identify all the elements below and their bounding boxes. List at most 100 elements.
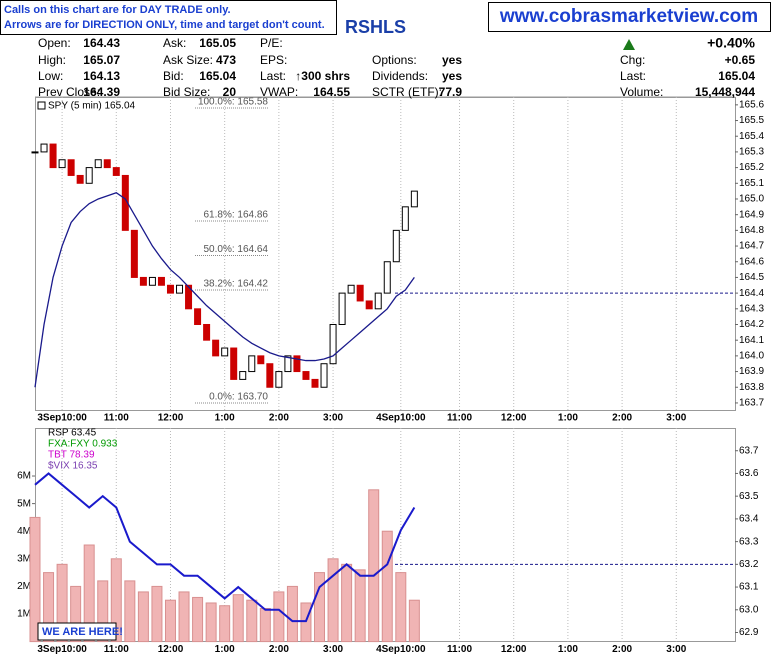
y-tick-label: 165.6 (739, 99, 764, 110)
x-tick-label: 12:00 (501, 413, 527, 424)
field-value: 165.04 (199, 69, 236, 83)
candle (49, 143, 57, 169)
candle (392, 229, 400, 263)
y-tick-label: 62.9 (739, 627, 759, 638)
retracement-label: 61.8%: 164.86 (204, 210, 269, 221)
y-tick-label: 63.1 (739, 582, 759, 593)
retracement-label: 0.0%: 163.70 (209, 392, 268, 403)
notice-box (0, 0, 337, 35)
volume-bar (56, 563, 68, 643)
field-label: Open: (38, 36, 71, 50)
candle (410, 190, 418, 208)
x-tick-label: 2:00 (612, 413, 632, 424)
y-tick-label: 3M (17, 553, 31, 564)
y-tick-label: 63.0 (739, 604, 759, 615)
volume-bar (232, 594, 244, 643)
x-tick-label: 2:00 (269, 644, 289, 655)
field-label: Dividends: (372, 69, 428, 83)
y-tick-label: 164.5 (739, 272, 764, 283)
field-value: +0.65 (725, 53, 756, 67)
x-tick-label: 3:00 (666, 644, 686, 655)
field-label: Low: (38, 69, 63, 83)
volume-bar (259, 607, 271, 643)
candle (239, 371, 247, 380)
x-tick-label: 3:00 (323, 644, 343, 655)
candle (185, 284, 193, 310)
y-tick-label: 164.2 (739, 319, 764, 330)
y-tick-label: 165.4 (739, 131, 764, 142)
candle (248, 355, 256, 373)
volume-bar (408, 599, 420, 643)
candle (347, 284, 355, 294)
y-tick-label: 165.0 (739, 194, 764, 205)
y-tick-label: 63.5 (739, 491, 759, 502)
field-value: 165.07 (83, 53, 120, 67)
field-value: 164.55 (313, 85, 350, 99)
volume-bar (178, 591, 190, 643)
field-label: Volume: (620, 85, 663, 99)
candle (401, 206, 409, 231)
volume-bar (314, 572, 326, 643)
y-tick-label: 164.6 (739, 256, 764, 267)
y-tick-label: 164.7 (739, 241, 764, 252)
candle (320, 363, 328, 388)
volume-bar (83, 544, 95, 643)
candle (338, 292, 346, 325)
y-tick-label: 63.3 (739, 536, 759, 547)
volume-bar (151, 585, 163, 643)
candle (257, 355, 265, 365)
x-tick-label: 11:00 (447, 413, 472, 424)
x-tick-label: 4Sep10:00 (376, 644, 426, 655)
x-tick-label: 1:00 (558, 644, 578, 655)
volume-bar (164, 599, 176, 643)
volume-bar (354, 569, 366, 643)
field-value: ↑300 shrs (295, 69, 350, 83)
y-tick-label: 163.7 (739, 398, 764, 409)
x-tick-label: 3:00 (666, 413, 686, 424)
volume-bar (286, 585, 298, 643)
field-value: 473 (216, 53, 236, 67)
candle (166, 284, 174, 294)
y-tick-label: 164.8 (739, 225, 764, 236)
volume-bar (273, 591, 285, 643)
legend: $VIX 16.35 (48, 461, 98, 472)
x-tick-label: 2:00 (269, 413, 289, 424)
volume-bar (43, 572, 55, 643)
candle (284, 355, 292, 373)
field-label: SCTR (ETF): (372, 85, 442, 99)
candle (356, 284, 364, 302)
volume-bar (327, 558, 339, 643)
x-tick-label: 11:00 (104, 644, 129, 655)
volume-bar (300, 602, 312, 643)
legend: RSP 63.45 (48, 428, 97, 439)
candle (212, 339, 220, 357)
field-value: 164.43 (83, 36, 120, 50)
legend-swatch (37, 101, 46, 110)
field-label: P/E: (260, 36, 283, 50)
y-tick-label: 63.2 (739, 559, 759, 570)
field-value: 164.13 (83, 69, 120, 83)
y-tick-label: 6M (17, 471, 31, 482)
price-panel (35, 97, 736, 411)
website-box (488, 2, 771, 32)
candle (194, 308, 202, 325)
up-arrow (623, 39, 635, 50)
y-tick-label: 63.7 (739, 445, 759, 456)
field-label: EPS: (260, 53, 287, 67)
candle (302, 371, 310, 380)
y-tick-label: 2M (17, 581, 31, 592)
y-tick-label: 63.6 (739, 468, 759, 479)
field-value: 164.39 (83, 85, 120, 99)
candle (365, 300, 373, 310)
candle (40, 143, 48, 153)
y-tick-label: 5M (17, 498, 31, 509)
candle (85, 167, 93, 184)
field-value: 165.04 (718, 69, 755, 83)
candle (103, 159, 111, 169)
y-tick-label: 1M (17, 609, 31, 620)
candle (329, 323, 337, 365)
x-tick-label: 3Sep10:00 (37, 413, 87, 424)
x-tick-label: 4Sep10:00 (376, 413, 426, 424)
volume-bar (70, 585, 82, 643)
x-tick-label: 12:00 (158, 413, 184, 424)
